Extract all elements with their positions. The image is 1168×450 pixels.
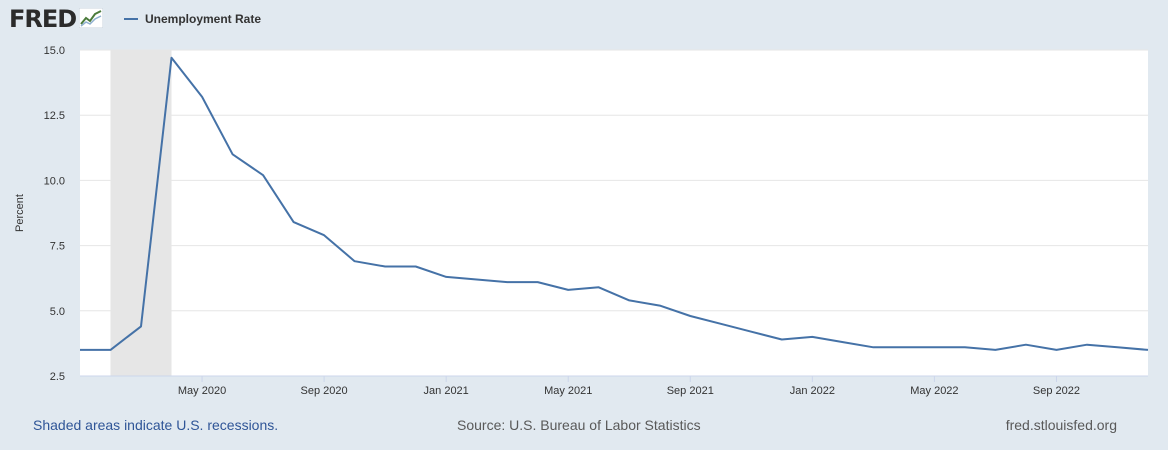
- x-tick-label: Sep 2022: [1033, 385, 1080, 397]
- plot-area: [80, 50, 1148, 376]
- fred-logo[interactable]: FRED: [9, 5, 104, 33]
- x-tick-label: May 2020: [178, 385, 226, 397]
- x-tick-label: May 2021: [544, 385, 592, 397]
- series-line-unemployment-rate[interactable]: [80, 56, 1149, 351]
- recession-note-link[interactable]: Shaded areas indicate U.S. recessions.: [33, 417, 279, 433]
- x-tick-label: Jan 2022: [790, 385, 835, 397]
- chart-trend-icon: [78, 7, 104, 33]
- y-tick-label: 15.0: [44, 45, 65, 57]
- legend-swatch: [124, 18, 138, 20]
- logo-text: FRED: [9, 5, 77, 33]
- y-tick-label: 5.0: [50, 306, 65, 318]
- legend-label: Unemployment Rate: [145, 12, 262, 26]
- y-tick-label: 2.5: [50, 371, 65, 383]
- chart-header: FRED Unemployment Rate: [0, 0, 1168, 40]
- y-tick-label: 10.0: [44, 175, 65, 187]
- y-tick-label: 7.5: [50, 241, 65, 253]
- y-axis-title: Percent: [14, 194, 26, 232]
- y-tick-label: 12.5: [44, 110, 65, 122]
- x-tick-label: May 2022: [910, 385, 958, 397]
- x-tick-label: Jan 2021: [424, 385, 469, 397]
- legend[interactable]: Unemployment Rate: [124, 12, 261, 26]
- site-link[interactable]: fred.stlouisfed.org: [1005, 417, 1117, 433]
- x-tick-label: Sep 2021: [667, 385, 714, 397]
- line-chart[interactable]: 2.5 5.0 7.5 10.0 12.5 15.0 May 2020 Sep 2020 Jan…: [0, 40, 1168, 410]
- source-text: Source: U.S. Bureau of Labor Statistics: [457, 417, 701, 433]
- x-tick-label: Sep 2020: [301, 385, 348, 397]
